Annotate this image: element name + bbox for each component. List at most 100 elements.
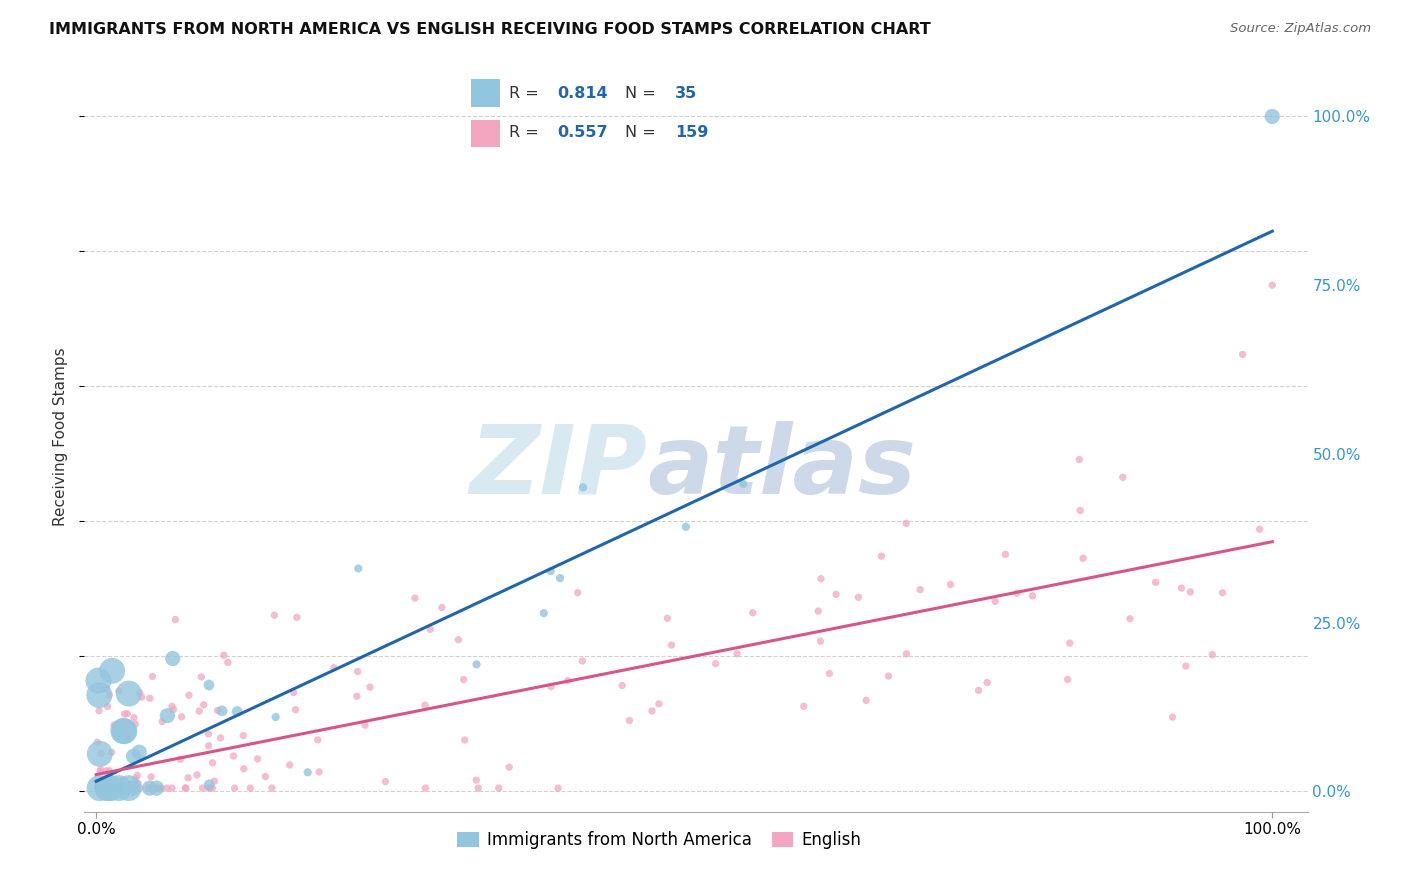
Point [201,781,224,796]
Legend: Immigrants from North America, English: Immigrants from North America, English [450,824,869,855]
Point [145,781,167,796]
Point [260,781,283,796]
Point [870,549,893,563]
Point [98,768,121,782]
Point [145,781,167,796]
Point [896,647,918,661]
Point [128,745,150,759]
Point [818,666,841,681]
Point [278,758,301,772]
Point [725,647,748,661]
Point [224,781,246,796]
Point [127,777,149,791]
Point [1180,585,1202,599]
Point [94,764,117,778]
Point [1069,503,1091,517]
Point [1069,452,1091,467]
Point [232,762,254,776]
Point [138,781,160,796]
Point [354,718,377,732]
Point [283,685,305,699]
Point [254,770,277,784]
Point [104,779,127,793]
Point [190,670,212,684]
Point [87,673,110,688]
Point [174,781,197,796]
Text: ZIP: ZIP [470,420,647,514]
Point [87,774,110,789]
Point [114,706,136,721]
Point [87,704,110,718]
Point [160,781,183,796]
Point [202,774,225,789]
Point [1059,636,1081,650]
Point [1170,581,1192,595]
Point [122,749,145,764]
Point [465,657,488,672]
Point [1161,710,1184,724]
Point [239,781,262,796]
Point [136,781,159,796]
Point [246,752,269,766]
Point [112,724,135,739]
Point [467,781,489,796]
Point [156,708,179,723]
Point [264,710,287,724]
Point [89,781,111,796]
Point [967,683,990,698]
Point [810,634,832,648]
Point [657,611,679,625]
Point [675,520,697,534]
Point [567,585,589,599]
Point [533,606,555,620]
Point [226,705,249,719]
Point [174,781,197,796]
Point [165,613,187,627]
Point [124,781,146,796]
Point [86,735,108,749]
Point [641,704,664,718]
Point [138,781,160,796]
Point [419,623,441,637]
Point [122,711,145,725]
Point [156,781,179,796]
Point [89,688,111,702]
Point [323,661,346,675]
Point [127,768,149,782]
Point [209,731,232,745]
Point [97,781,120,796]
Point [1261,110,1284,124]
Point [89,764,111,779]
Point [1174,659,1197,673]
Point [97,781,120,796]
Point [222,749,245,764]
Point [197,727,219,741]
Point [1249,522,1271,536]
Point [96,781,118,796]
Point [661,638,683,652]
Point [129,781,152,796]
Point [160,699,183,714]
Point [263,608,285,623]
Point [848,591,870,605]
Point [284,703,307,717]
Point [89,747,111,761]
Point [297,765,319,780]
Text: atlas: atlas [647,420,917,514]
Point [169,752,191,766]
Point [547,781,569,796]
Point [1201,648,1223,662]
Point [87,781,110,796]
Point [90,763,112,777]
Point [308,764,330,779]
Point [346,689,368,703]
Point [186,768,208,782]
Point [101,664,124,678]
Point [86,780,108,794]
Point [793,699,815,714]
Point [96,699,118,714]
Point [118,781,141,796]
Point [201,756,224,770]
Point [131,690,153,704]
Point [807,604,830,618]
